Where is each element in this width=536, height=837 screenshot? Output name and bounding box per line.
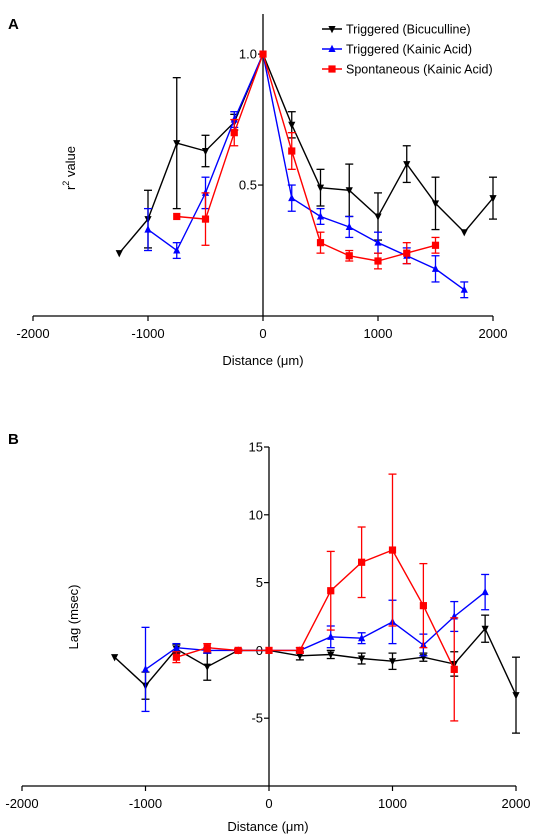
panel-b-y-tick-label: 15 [249, 440, 263, 455]
panel-b-ylabel: Lag (msec) [66, 584, 81, 649]
legend-entry-label: Triggered (Kainic Acid) [346, 43, 472, 57]
data-point-square [296, 646, 304, 654]
data-point-triangle-up [173, 246, 181, 254]
data-point-square [388, 546, 397, 554]
series-line [147, 51, 465, 291]
data-point-square [201, 215, 210, 223]
data-point-triangle-up [144, 225, 152, 233]
series-line [114, 627, 517, 696]
data-point-triangle-up [141, 665, 150, 673]
data-point-triangle-down [327, 651, 335, 659]
panel-a-series-triggered-bicuculline [115, 51, 497, 258]
panel-a-plot: -2000 -1000 0 1000 2000 0.5 1.0 Triggered (Bicu… [16, 14, 507, 341]
data-point-square [345, 252, 353, 260]
panel-b-series-triggered-kainic-acid [141, 573, 490, 713]
legend-entry-label: Triggered (Bicuculline) [346, 23, 471, 37]
data-point-triangle-down [388, 658, 397, 666]
data-point-triangle-down [345, 187, 353, 195]
panel-b-x-tick-label: -2000 [5, 796, 38, 811]
panel-a-series-spontaneous-kainic-acid [173, 50, 440, 270]
data-point-triangle-up [358, 633, 366, 642]
panel-b-x-tick-label: -1000 [129, 796, 162, 811]
data-point-triangle-up [481, 587, 489, 596]
data-point-triangle-up [327, 632, 335, 640]
data-point-square [173, 212, 181, 221]
data-point-square [234, 646, 242, 654]
data-point-triangle-down [328, 26, 336, 34]
data-point-square [259, 50, 267, 58]
data-point-triangle-down [374, 213, 382, 221]
panel-a-y-tick-label: 0.5 [239, 178, 257, 193]
panel-a-series-triggered-kainic-acid [144, 49, 469, 299]
data-point-square [172, 653, 180, 661]
panel-a-legend: Triggered (Bicuculline) Triggered (Kainic… [322, 23, 493, 77]
panel-b-x-tick-label: 2000 [502, 796, 531, 811]
data-point-triangle-down [460, 229, 468, 237]
panel-b-x-tick-label: 0 [265, 796, 272, 811]
panel-a-x-tick-label: 1000 [364, 326, 393, 341]
panel-a-label: A [8, 16, 19, 33]
data-point-square [358, 558, 366, 566]
data-point-triangle-up [374, 238, 382, 246]
data-point-square [203, 644, 211, 652]
panel-a-x-tick-label: 2000 [479, 326, 508, 341]
data-point-triangle-down [489, 195, 497, 203]
data-point-triangle-down [115, 250, 123, 258]
data-point-triangle-up [288, 193, 296, 202]
series-line [176, 549, 455, 670]
data-point-triangle-up [328, 44, 336, 52]
panel-a-x-tick-label: -2000 [16, 326, 49, 341]
panel-b-y-tick-label: 10 [249, 507, 263, 522]
series-line [118, 52, 494, 254]
data-point-square [288, 147, 296, 155]
data-point-triangle-down [173, 140, 181, 148]
panel-a-y-tick-label: 1.0 [239, 47, 257, 62]
data-point-triangle-down [512, 692, 520, 700]
data-point-square [265, 646, 273, 654]
data-point-triangle-down [358, 655, 366, 663]
panel-b-y-tick-label: 5 [256, 575, 263, 590]
data-point-square [230, 129, 238, 137]
data-point-triangle-down [201, 148, 210, 156]
data-point-triangle-up [460, 285, 468, 293]
data-point-triangle-down [288, 121, 296, 130]
data-point-triangle-up [172, 643, 180, 651]
data-point-square [431, 241, 440, 249]
data-point-triangle-up [431, 264, 440, 272]
panel-b-label: B [8, 431, 19, 448]
data-point-triangle-down [111, 654, 119, 662]
data-point-square [328, 65, 336, 73]
panel-a-x-tick-label: -1000 [131, 326, 164, 341]
data-point-triangle-up [345, 222, 353, 230]
panel-b-x-tick-label: 1000 [378, 796, 407, 811]
panel-a-ylabel: r2 value [61, 146, 78, 190]
legend-entry-label: Spontaneous (Kainic Acid) [346, 63, 493, 77]
data-point-square [419, 602, 427, 610]
panel-a-x-tick-label: 0 [259, 326, 266, 341]
panel-b-series-triggered-bicuculline [111, 614, 520, 734]
series-line [145, 591, 486, 670]
data-point-triangle-down [431, 200, 440, 208]
data-point-triangle-up [316, 212, 325, 220]
data-point-triangle-down [316, 184, 325, 192]
data-point-triangle-down [296, 652, 304, 661]
data-point-square [327, 587, 335, 595]
data-point-square [403, 249, 411, 257]
data-point-square [450, 665, 458, 673]
panel-b-series-spontaneous-kainic-acid [172, 473, 459, 722]
panel-a-xlabel: Distance (μm) [222, 353, 303, 368]
data-point-triangle-down [203, 663, 211, 671]
data-point-triangle-down [481, 625, 489, 633]
panel-b-xlabel: Distance (μm) [227, 819, 308, 834]
data-point-square [374, 257, 382, 265]
data-point-square [316, 239, 325, 247]
data-point-triangle-down [403, 161, 411, 169]
series-line [176, 51, 436, 262]
panel-b-y-tick-label: -5 [251, 711, 263, 726]
